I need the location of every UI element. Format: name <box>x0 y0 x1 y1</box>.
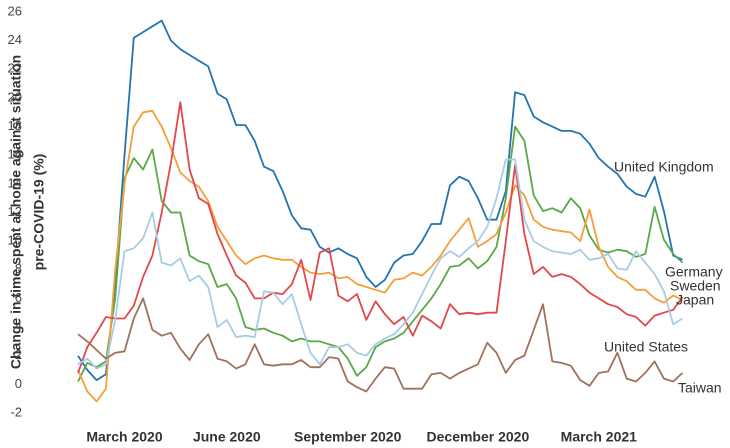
x-tick-label: September 2020 <box>294 429 402 445</box>
y-tick-label: 2 <box>15 347 22 362</box>
y-tick-label: 16 <box>8 147 22 162</box>
y-axis-title: pre-COVID-19 (%) <box>31 154 47 271</box>
y-tick-label: 14 <box>8 175 22 190</box>
x-tick-label: June 2020 <box>193 429 261 445</box>
series-line <box>77 158 683 370</box>
y-tick-label: 8 <box>15 261 22 276</box>
x-tick-label: March 2021 <box>561 429 637 445</box>
series-label: United Kingdom <box>614 159 714 175</box>
series-label: United States <box>604 339 688 355</box>
y-tick-label: 18 <box>8 118 22 133</box>
y-tick-label: 10 <box>8 233 22 248</box>
y-tick-label: 22 <box>8 61 22 76</box>
series-line <box>77 19 683 381</box>
y-tick-label: -2 <box>10 404 22 419</box>
y-tick-label: 0 <box>15 376 22 391</box>
series-line <box>77 109 683 403</box>
y-tick-label: 24 <box>8 32 22 47</box>
series-line <box>77 125 684 382</box>
x-tick-label: March 2020 <box>86 429 162 445</box>
series-label: Germany <box>665 264 723 280</box>
y-tick-label: 26 <box>8 3 22 18</box>
series-line <box>77 101 684 374</box>
y-axis-title: Change in time spent at home against sit… <box>8 55 24 369</box>
series-label: Taiwan <box>678 380 722 396</box>
y-tick-label: 6 <box>15 290 22 305</box>
y-tick-label: 20 <box>8 89 22 104</box>
x-tick-label: December 2020 <box>427 429 530 445</box>
series-label: Sweden <box>670 278 721 294</box>
series-line <box>77 297 684 393</box>
series-label: Japan <box>676 292 714 308</box>
y-tick-label: 12 <box>8 204 22 219</box>
y-tick-label: 4 <box>15 319 22 334</box>
